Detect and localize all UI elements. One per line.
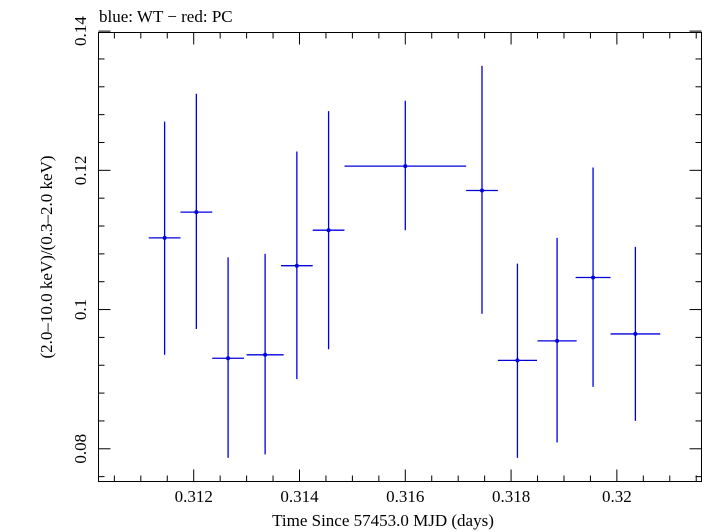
point-marker (226, 356, 231, 361)
data-point (466, 65, 498, 314)
axis-ticks (98, 30, 702, 482)
data-point (246, 253, 284, 455)
point-marker (162, 235, 167, 240)
axis-tick-labels: 0.312 0.314 0.316 0.318 0.32 0.08 0.1 0.12 0.14 (71, 16, 632, 506)
point-marker (555, 338, 560, 343)
y-tick-label: 0.08 (71, 434, 90, 464)
data-point (212, 257, 244, 458)
data-point (575, 167, 611, 387)
y-axis-title: (2.0–10.0 keV)/(0.3–2.0 keV) (37, 155, 56, 358)
y-tick-label: 0.1 (71, 299, 90, 320)
x-axis-title: Time Since 57453.0 MJD (days) (272, 511, 494, 530)
data-point (497, 263, 537, 458)
point-marker (633, 331, 638, 336)
data-point (280, 151, 313, 380)
data-point (148, 121, 181, 355)
point-marker (294, 263, 299, 268)
x-tick-label: 0.32 (602, 487, 632, 506)
point-marker (403, 164, 408, 169)
data-points (148, 65, 661, 458)
data-point (610, 246, 661, 421)
data-point (312, 111, 345, 350)
x-tick-label: 0.316 (386, 487, 424, 506)
x-tick-label: 0.314 (280, 487, 319, 506)
data-point (344, 100, 467, 231)
data-point (537, 237, 577, 443)
x-tick-label: 0.318 (492, 487, 530, 506)
chart-title: blue: WT − red: PC (99, 7, 233, 26)
point-marker (194, 210, 199, 215)
point-marker (479, 188, 484, 193)
y-tick-label: 0.14 (71, 16, 90, 46)
point-marker (591, 275, 596, 280)
point-marker (263, 352, 268, 357)
x-tick-label: 0.312 (175, 487, 213, 506)
y-tick-label: 0.12 (71, 155, 90, 185)
plot-frame (98, 32, 702, 482)
point-marker (515, 358, 520, 363)
data-point (180, 93, 213, 330)
point-marker (326, 228, 331, 233)
